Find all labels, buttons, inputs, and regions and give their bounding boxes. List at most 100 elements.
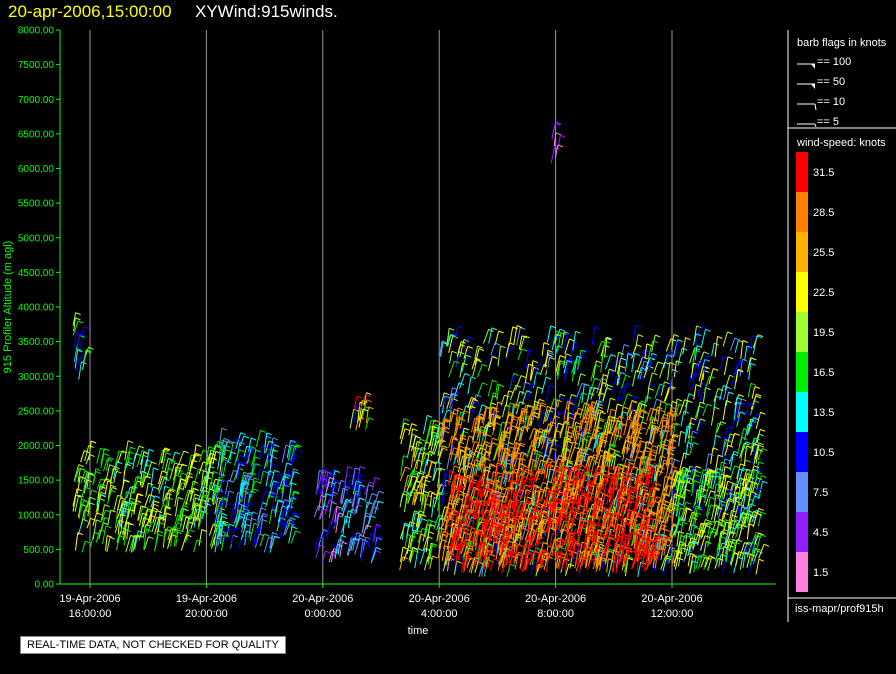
wind-barb [180, 508, 185, 522]
wind-barb [677, 504, 681, 519]
wind-barb [279, 522, 284, 538]
wind-barb-flag [109, 464, 115, 468]
wind-barb-flag [154, 495, 161, 499]
wind-barb [140, 472, 147, 488]
wind-barb-flag [540, 404, 547, 408]
wind-barb-flag [268, 494, 275, 498]
wind-barb-flag [580, 373, 586, 377]
wind-barb-flag [695, 384, 702, 388]
wind-barb-flag [335, 481, 341, 485]
wind-barb-flag [417, 471, 424, 475]
wind-barb-flag [165, 505, 172, 509]
wind-barb [233, 449, 240, 466]
wind-barb [211, 536, 216, 549]
wind-barb-flag [551, 447, 558, 451]
wind-barb [81, 541, 86, 553]
wind-barb-flag [334, 470, 341, 473]
wind-barb [413, 491, 419, 506]
wind-barb [723, 386, 728, 401]
wind-barb [663, 354, 668, 369]
wind-barb-flag [701, 383, 707, 387]
wind-barb-flag [454, 465, 460, 469]
wind-barb [417, 534, 422, 549]
wind-barb [427, 524, 431, 538]
wind-barb-flag [219, 520, 225, 523]
wind-barb [729, 482, 734, 496]
wind-barb [101, 504, 105, 521]
wind-barb [691, 349, 696, 369]
wind-barb [114, 450, 120, 467]
wind-barb-flag [649, 383, 655, 387]
wind-barb-flag [688, 393, 695, 397]
wind-barb [437, 445, 443, 462]
wind-barb [735, 402, 741, 416]
wind-barb [274, 481, 280, 496]
wind-barb-flag [359, 497, 365, 501]
wind-barb-flag [376, 547, 382, 550]
wind-barb [337, 535, 342, 555]
wind-barb [256, 468, 261, 484]
wind-barb-flag [215, 451, 221, 454]
wind-barb-flag [107, 480, 113, 484]
wind-barb [198, 529, 203, 546]
wind-barb [410, 510, 415, 528]
wind-barb-flag [672, 465, 678, 469]
wind-barb [604, 354, 612, 370]
wind-barb [127, 447, 131, 463]
wind-barb-flag [196, 504, 202, 508]
wind-barb-flag [283, 484, 290, 488]
wind-barb [219, 439, 223, 453]
wind-barb-flag [750, 418, 756, 422]
wind-barb [219, 438, 225, 455]
wind-barb-flag [80, 503, 86, 507]
wind-barb-flag [149, 494, 155, 498]
wind-barb [399, 556, 404, 571]
wind-barb-flag [695, 465, 702, 469]
wind-barb [626, 422, 632, 438]
wind-barb-flag [88, 445, 94, 448]
wind-barb [269, 535, 276, 553]
wind-barb-flag [245, 512, 251, 516]
wind-barb-flag [292, 512, 298, 516]
wind-barb [430, 426, 434, 446]
wind-barb [420, 452, 427, 468]
wind-barb-flag [268, 470, 275, 474]
wind-barb-flag [91, 440, 97, 444]
wind-barb [199, 476, 206, 492]
wind-barb-flag [195, 444, 202, 448]
wind-barb-flag [758, 507, 764, 511]
wind-barb-flag [412, 475, 418, 479]
wind-barb-flag [153, 503, 159, 507]
wind-barb [416, 514, 422, 532]
wind-barb-flag [733, 484, 739, 488]
wind-barb-flag [617, 403, 623, 407]
wind-barb [346, 480, 351, 496]
wind-barb-flag [200, 499, 207, 502]
wind-barb [693, 555, 697, 573]
wind-barb-flag [85, 540, 91, 544]
wind-barb [106, 457, 110, 471]
wind-barb-flag [566, 333, 573, 336]
wind-barb [646, 388, 650, 403]
wind-barb-flag [728, 391, 734, 395]
wind-barb [329, 486, 334, 500]
wind-barb [725, 391, 729, 406]
wind-barb-flag [613, 452, 619, 456]
wind-barb [271, 494, 275, 514]
wind-barb-flag [403, 490, 410, 494]
wind-barb [405, 491, 411, 506]
wind-barb-flag [95, 471, 101, 474]
wind-barb [366, 493, 373, 508]
wind-barb [543, 436, 549, 455]
wind-barb [448, 361, 455, 378]
wind-barb [677, 347, 683, 366]
wind-barb [136, 450, 143, 468]
wind-barb [109, 466, 115, 483]
wind-barb [201, 503, 207, 519]
wind-barb-flag [81, 498, 87, 502]
wind-barb [209, 530, 216, 547]
wind-barb [248, 488, 254, 501]
wind-barb-flag [678, 502, 685, 506]
wind-barb-flag [648, 365, 654, 369]
wind-barb [211, 478, 216, 490]
